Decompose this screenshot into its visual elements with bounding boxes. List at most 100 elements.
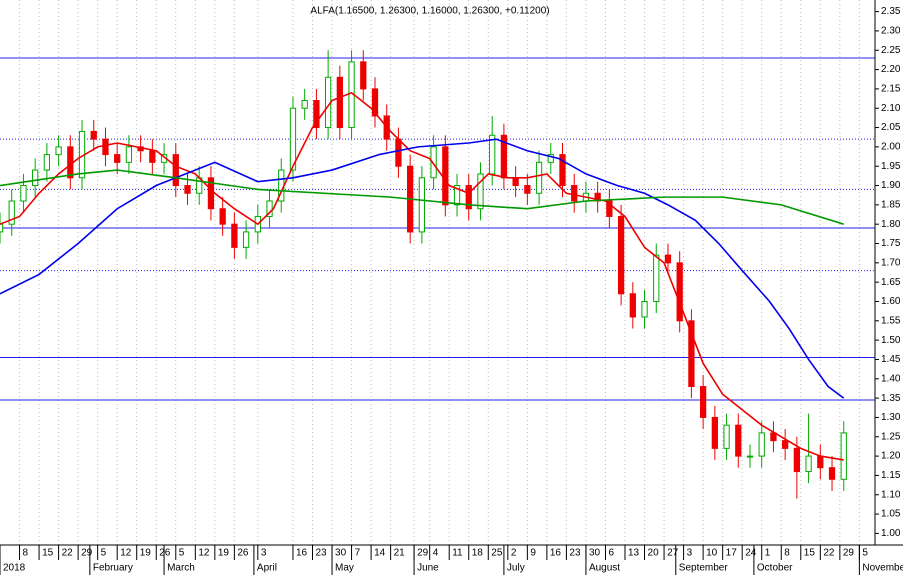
- x-tick-label: 20: [648, 548, 660, 559]
- x-tick-label: 17: [726, 548, 738, 559]
- month-label: September: [679, 563, 729, 574]
- y-tick-label: 2.35: [881, 6, 901, 17]
- month-label: April: [257, 563, 277, 574]
- x-tick-label: 19: [218, 548, 230, 559]
- candle-body: [629, 293, 636, 318]
- y-tick-label: 1.75: [881, 238, 901, 249]
- candle-body: [676, 262, 683, 322]
- grid: [19, 0, 860, 545]
- candle-body: [207, 177, 215, 210]
- candle-body: [442, 146, 449, 206]
- candle-body: [653, 254, 660, 302]
- y-tick-label: 1.60: [881, 296, 901, 307]
- candle-body: [617, 215, 625, 295]
- x-tick-label: 15: [804, 548, 816, 559]
- y-tick-label: 1.20: [881, 451, 901, 462]
- candle-body: [699, 386, 707, 418]
- month-label: November: [862, 563, 903, 574]
- month-label: August: [589, 563, 620, 574]
- x-tick-label: 29: [843, 548, 855, 559]
- y-tick-label: 1.40: [881, 373, 901, 384]
- candle-body: [793, 447, 801, 473]
- x-tick-label: 1: [765, 548, 771, 559]
- x-tick-label: 24: [745, 548, 757, 559]
- x-tick-label: 5: [862, 548, 868, 559]
- candle-body: [102, 138, 109, 156]
- x-tick-label: 29: [81, 548, 93, 559]
- y-tick-label: 2.05: [881, 122, 901, 133]
- x-tick-label: 5: [101, 548, 107, 559]
- candle-body: [8, 200, 15, 225]
- candle-body: [395, 138, 402, 167]
- x-tick-label: 7: [355, 548, 361, 559]
- x-tick-label: 29: [417, 548, 429, 559]
- candle-body: [805, 455, 812, 473]
- y-tick-label: 1.95: [881, 161, 901, 172]
- candle-body: [172, 154, 179, 187]
- candle-body: [371, 88, 379, 117]
- candle-body: [782, 440, 789, 449]
- x-tick-label: 3: [261, 548, 267, 559]
- x-tick-label: 23: [569, 548, 581, 559]
- y-tick-label: 1.10: [881, 489, 901, 500]
- candle-body: [430, 146, 437, 179]
- x-tick-label: 8: [23, 548, 29, 559]
- candle-body: [735, 424, 742, 457]
- x-tick-label: 3: [687, 548, 693, 559]
- candle-body: [547, 154, 554, 163]
- x-tick-label: 10: [706, 548, 718, 559]
- x-tick-label: 23: [316, 548, 328, 559]
- candle-body: [828, 467, 836, 480]
- candle-body: [301, 99, 308, 109]
- y-tick-label: 1.15: [881, 470, 901, 481]
- candle-body: [20, 185, 27, 202]
- x-tick-label: 12: [198, 548, 210, 559]
- x-tick-label: 22: [62, 548, 74, 559]
- y-tick-label: 2.25: [881, 45, 901, 56]
- y-tick-label: 2.20: [881, 64, 901, 75]
- x-tick-label: 6: [608, 548, 614, 559]
- y-tick-label: 2.10: [881, 103, 901, 114]
- x-tick-label: 22: [823, 548, 835, 559]
- month-label: May: [335, 563, 354, 574]
- month-label: July: [507, 563, 525, 574]
- candle-body: [606, 200, 613, 217]
- candle-body: [55, 146, 62, 156]
- candle-body: [418, 177, 426, 233]
- moving-average-line: [0, 91, 844, 461]
- candle-body: [817, 455, 824, 469]
- x-tick-label: 2: [511, 548, 517, 559]
- x-tick-label: 9: [530, 548, 536, 559]
- y-tick-label: 1.80: [881, 219, 901, 230]
- x-tick-label: 21: [394, 548, 406, 559]
- x-tick-label: 15: [42, 548, 54, 559]
- y-tick-label: 1.65: [881, 277, 901, 288]
- y-tick-label: 1.05: [881, 509, 901, 520]
- candle-body: [465, 185, 472, 210]
- candle-body: [746, 455, 754, 458]
- y-tick-label: 1.90: [881, 180, 901, 191]
- y-tick-label: 1.85: [881, 199, 901, 210]
- y-tick-label: 2.15: [881, 84, 901, 95]
- candle-body: [125, 146, 133, 163]
- candle-body: [688, 320, 695, 388]
- candle-body: [453, 185, 461, 206]
- month-label: February: [93, 563, 133, 574]
- chart-title: ALFA(1.16500, 1.26300, 1.16000, 1.26300,…: [310, 6, 549, 17]
- candle-body: [535, 161, 543, 194]
- y-tick-label: 1.55: [881, 315, 901, 326]
- x-tick-label: 19: [140, 548, 152, 559]
- x-tick-label: 26: [237, 548, 249, 559]
- x-tick-label: 16: [296, 548, 308, 559]
- candle-body: [336, 76, 343, 129]
- month-label: 2018: [3, 563, 26, 574]
- month-label: October: [757, 563, 793, 574]
- candle-body: [266, 200, 273, 217]
- y-tick-label: 1.50: [881, 335, 901, 346]
- candle-body: [840, 432, 847, 480]
- x-tick-label: 27: [667, 548, 679, 559]
- y-tick-label: 1.70: [881, 257, 901, 268]
- x-tick-label: 14: [374, 548, 386, 559]
- candle-body: [360, 61, 367, 90]
